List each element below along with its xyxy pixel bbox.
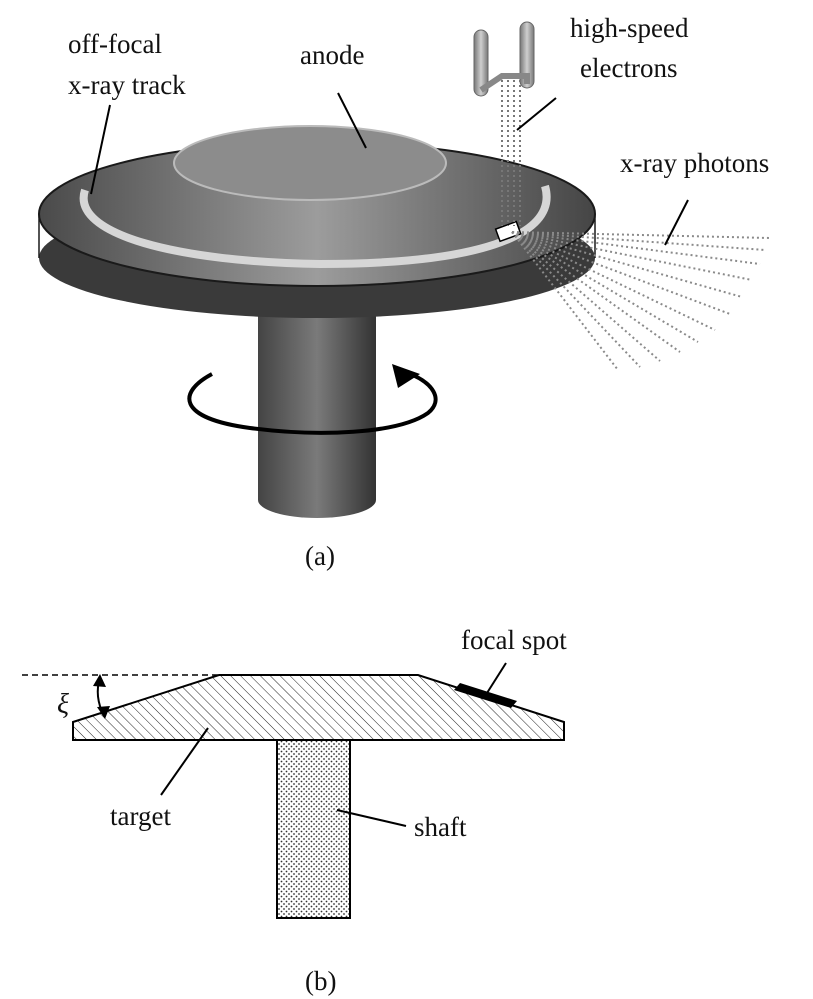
- angle-symbol: ξ: [57, 689, 69, 720]
- leader-lines-a: [90, 92, 689, 246]
- shaft-section: [276, 739, 351, 919]
- anode-assembly: [38, 21, 771, 518]
- cathode-icon: [473, 21, 535, 97]
- off-focal-label-line2: x-ray track: [68, 70, 186, 100]
- anode-label: anode: [300, 40, 364, 70]
- off-focal-label-line1: off-focal: [68, 29, 162, 59]
- caption-b: (b): [305, 966, 336, 996]
- anode-top: [173, 125, 447, 201]
- photons-label: x-ray photons: [620, 148, 769, 178]
- target-shape: [72, 674, 565, 741]
- rotation-arrow: [187, 364, 438, 435]
- focal-spot-label: focal spot: [461, 625, 567, 655]
- electron-beam: [501, 80, 521, 226]
- caption-a: (a): [305, 541, 335, 571]
- shaft-label: shaft: [414, 812, 467, 842]
- shaft-3d: [258, 295, 376, 518]
- focal-spot-bar: [454, 683, 517, 708]
- photon-fan: [511, 231, 771, 371]
- focal-spot-marker: [494, 220, 522, 243]
- electrons-label-line1: high-speed: [570, 13, 689, 43]
- cross-section: [22, 662, 565, 919]
- target-label: target: [110, 801, 171, 831]
- leader-lines-b: [160, 662, 507, 827]
- electrons-label-line2: electrons: [580, 53, 677, 83]
- off-focal-track: [79, 184, 551, 269]
